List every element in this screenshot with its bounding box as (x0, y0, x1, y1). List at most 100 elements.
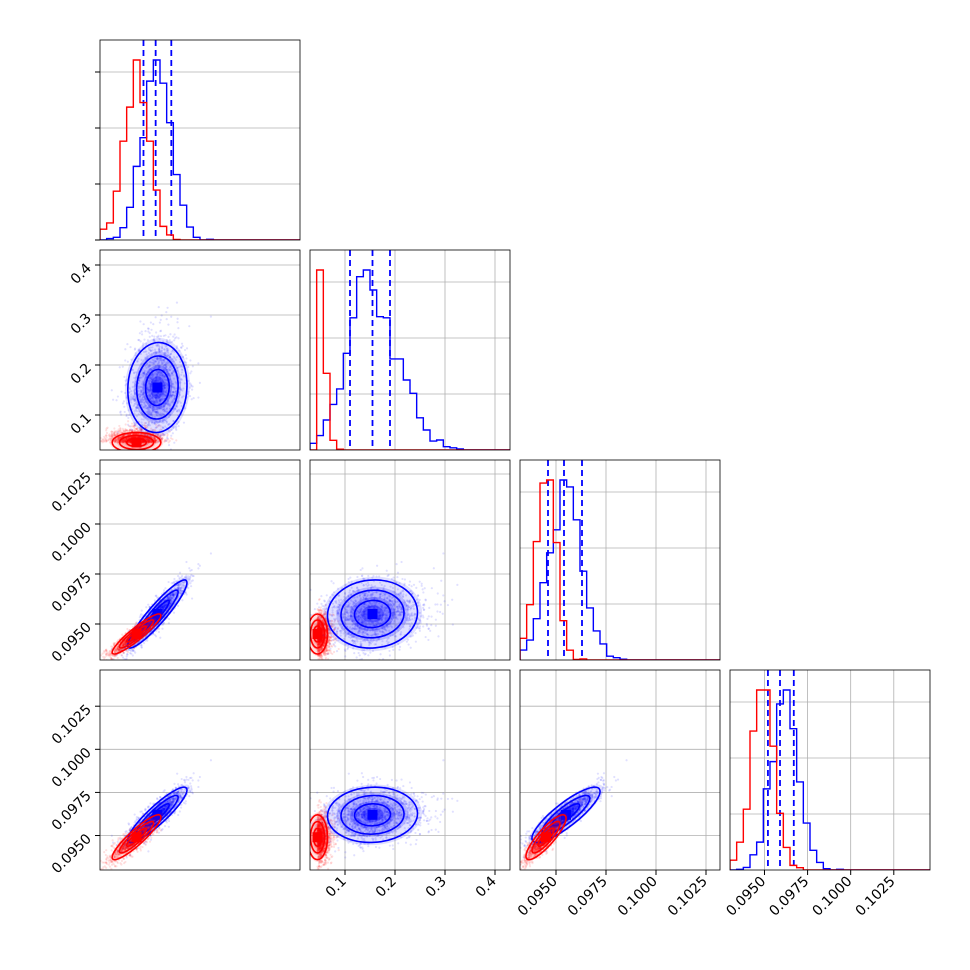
scatter-point (154, 375, 157, 379)
scatter-point (182, 387, 185, 390)
scatter-point (171, 391, 175, 394)
scatter-point (154, 360, 158, 363)
scatter-point (154, 359, 157, 363)
scatter-point (163, 375, 166, 378)
scatter-point (123, 439, 126, 442)
scatter-point (142, 374, 145, 377)
scatter-point (177, 584, 180, 588)
scatter-point (136, 405, 139, 408)
scatter-point (155, 331, 158, 334)
scatter-point (148, 377, 151, 380)
scatter-point (166, 368, 169, 372)
scatter-point (129, 399, 132, 402)
scatter-point (130, 425, 133, 428)
scatter-point (123, 439, 127, 443)
scatter-point (165, 601, 168, 605)
scatter-point (153, 437, 156, 440)
scatter-point (171, 399, 175, 402)
scatter-point (107, 651, 110, 654)
scatter-point (151, 393, 154, 396)
scatter-point (124, 640, 127, 643)
scatter-point (158, 365, 161, 368)
scatter-point (169, 384, 173, 387)
scatter-point (105, 436, 108, 439)
scatter-point (151, 358, 154, 361)
scatter-point (157, 360, 160, 363)
scatter-point (147, 623, 151, 626)
y-tick-label: 0.1 (68, 411, 95, 438)
scatter-point (141, 383, 144, 386)
scatter-point (166, 347, 169, 350)
scatter-point (157, 334, 160, 337)
scatter-point (126, 650, 130, 654)
scatter-point (168, 356, 172, 359)
scatter-point (154, 439, 157, 442)
scatter-point (161, 374, 165, 377)
scatter-point (148, 383, 151, 386)
scatter-point (119, 428, 122, 431)
scatter-point (122, 431, 125, 434)
scatter-point (139, 400, 142, 403)
scatter-point (165, 439, 168, 443)
scatter-point (177, 409, 180, 412)
scatter-point (166, 350, 169, 353)
scatter-point (146, 410, 149, 413)
scatter-point (158, 627, 161, 630)
scatter-point (127, 424, 131, 428)
panel-frame (99, 249, 301, 451)
scatter-point (153, 406, 156, 409)
scatter-point (110, 437, 114, 440)
scatter-point (159, 335, 163, 338)
scatter-point (122, 651, 126, 655)
scatter-point (140, 418, 143, 421)
scatter-point (147, 420, 150, 424)
scatter-point (158, 424, 161, 427)
scatter-point (129, 433, 132, 436)
scatter-point (163, 393, 166, 396)
scatter-point (122, 435, 125, 438)
scatter-point (156, 358, 159, 361)
scatter-point (124, 379, 127, 382)
scatter-point (130, 390, 133, 393)
scatter-point (135, 410, 138, 413)
scatter-point (152, 402, 156, 405)
scatter-point (153, 438, 157, 441)
scatter-point (157, 371, 161, 374)
scatter-point (146, 623, 150, 626)
scatter-point (126, 343, 129, 346)
scatter-point (122, 651, 125, 654)
scatter-point (163, 381, 166, 384)
scatter-point (151, 373, 155, 376)
scatter-point (162, 359, 166, 362)
scatter-point (150, 440, 153, 443)
scatter-point (150, 427, 153, 430)
scatter-point (141, 386, 144, 389)
scatter-point (148, 393, 151, 396)
scatter-point (161, 376, 164, 379)
scatter-point (177, 366, 180, 369)
scatter-point (157, 378, 160, 381)
scatter-point (124, 391, 127, 395)
scatter-point (125, 437, 128, 440)
density-contour (135, 355, 179, 420)
scatter-point (185, 347, 189, 350)
scatter-point (162, 364, 165, 367)
scatter-point (143, 421, 146, 425)
scatter-point (133, 425, 136, 428)
scatter-point (156, 356, 159, 360)
scatter-point (149, 376, 152, 379)
scatter-point (144, 395, 147, 398)
scatter-point (179, 588, 182, 591)
scatter-point (158, 406, 161, 410)
scatter-point (139, 401, 142, 404)
scatter-point (122, 642, 125, 645)
scatter-point (184, 575, 188, 579)
scatter-point (158, 376, 161, 379)
scatter-point (129, 395, 132, 398)
scatter-point (105, 439, 108, 443)
scatter-point (173, 339, 176, 342)
scatter-point (128, 436, 131, 439)
scatter-point (190, 580, 193, 583)
scatter-point (143, 406, 146, 409)
